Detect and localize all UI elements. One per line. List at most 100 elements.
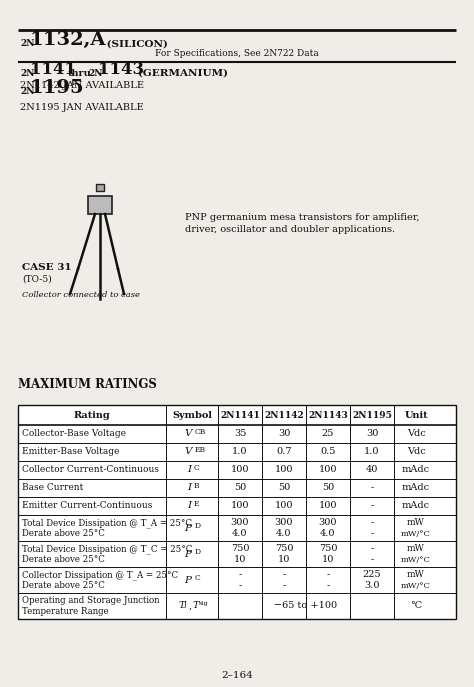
Text: D: D <box>195 548 201 556</box>
Text: 50: 50 <box>234 484 246 493</box>
Text: 300: 300 <box>319 518 337 528</box>
Text: 2N: 2N <box>20 69 35 78</box>
Text: Derate above 25°C: Derate above 25°C <box>22 529 105 538</box>
Text: -: - <box>370 529 374 538</box>
Text: I: I <box>187 466 191 475</box>
Text: P: P <box>184 576 191 585</box>
Text: P: P <box>184 550 191 559</box>
Text: 2N1141: 2N1141 <box>220 411 260 420</box>
Text: thru: thru <box>68 69 92 78</box>
Text: 750: 750 <box>231 544 249 553</box>
Text: 50: 50 <box>278 484 290 493</box>
Text: Collector-Base Voltage: Collector-Base Voltage <box>22 429 126 438</box>
Text: 100: 100 <box>231 466 249 475</box>
Text: 1.0: 1.0 <box>364 447 380 456</box>
Text: C: C <box>195 574 201 582</box>
Text: Total Device Dissipation @ T_C = 25°C: Total Device Dissipation @ T_C = 25°C <box>22 544 192 554</box>
Text: 2N1195 JAN AVAILABLE: 2N1195 JAN AVAILABLE <box>20 104 144 113</box>
Text: 2N: 2N <box>20 39 35 49</box>
Text: Total Device Dissipation @ T_A = 25°C: Total Device Dissipation @ T_A = 25°C <box>22 518 192 528</box>
Text: 2N1195: 2N1195 <box>352 411 392 420</box>
Bar <box>18 405 456 619</box>
Text: 2N: 2N <box>20 87 35 96</box>
Text: ,: , <box>189 602 192 611</box>
Text: 2N: 2N <box>88 69 102 78</box>
Text: 1.0: 1.0 <box>232 447 248 456</box>
Text: Derate above 25°C: Derate above 25°C <box>22 555 105 564</box>
Text: 300: 300 <box>231 518 249 528</box>
Text: 25: 25 <box>322 429 334 438</box>
Text: Emitter-Base Voltage: Emitter-Base Voltage <box>22 447 119 456</box>
Text: -: - <box>327 570 329 579</box>
Text: Derate above 25°C: Derate above 25°C <box>22 581 105 590</box>
Text: °C: °C <box>410 602 422 611</box>
Text: mW: mW <box>407 544 425 553</box>
Text: CB: CB <box>195 427 206 436</box>
Text: 4.0: 4.0 <box>320 529 336 538</box>
Text: V: V <box>184 447 192 456</box>
Text: PNP germanium mesa transistors for amplifier,: PNP germanium mesa transistors for ampli… <box>185 214 419 223</box>
Text: driver, oscillator and doubler applications.: driver, oscillator and doubler applicati… <box>185 225 395 234</box>
Text: T: T <box>179 602 185 611</box>
Text: Vdc: Vdc <box>407 429 425 438</box>
Text: 300: 300 <box>275 518 293 528</box>
Text: I: I <box>187 484 191 493</box>
Text: 100: 100 <box>319 466 337 475</box>
Text: (GERMANIUM): (GERMANIUM) <box>138 69 228 78</box>
Text: 100: 100 <box>319 502 337 510</box>
Text: CASE 31: CASE 31 <box>22 264 72 273</box>
Text: -: - <box>327 581 329 590</box>
Text: mW: mW <box>407 518 425 528</box>
Text: Collector connected to case: Collector connected to case <box>22 291 140 299</box>
Text: 2–164: 2–164 <box>221 671 253 679</box>
Text: V: V <box>184 429 192 438</box>
Text: For Specifications, See 2N722 Data: For Specifications, See 2N722 Data <box>155 49 319 58</box>
Text: Unit: Unit <box>404 411 428 420</box>
Text: Operating and Storage Junction: Operating and Storage Junction <box>22 596 159 605</box>
Text: -: - <box>370 502 374 510</box>
Text: 3.0: 3.0 <box>364 581 380 590</box>
Text: EB: EB <box>195 445 206 453</box>
Text: 2N1142: 2N1142 <box>264 411 304 420</box>
Text: mW/°C: mW/°C <box>401 556 431 564</box>
Text: -: - <box>370 544 374 553</box>
Text: -: - <box>370 555 374 564</box>
Text: 10: 10 <box>322 555 334 564</box>
Text: 2N1142 JAN AVAILABLE: 2N1142 JAN AVAILABLE <box>20 80 144 89</box>
Text: -: - <box>370 484 374 493</box>
Text: I: I <box>187 502 191 510</box>
Text: MAXIMUM RATINGS: MAXIMUM RATINGS <box>18 379 157 392</box>
Text: -: - <box>238 581 242 590</box>
Text: −65 to +100: −65 to +100 <box>274 602 337 611</box>
Text: 10: 10 <box>278 555 290 564</box>
Text: T: T <box>193 602 200 611</box>
Text: mAdc: mAdc <box>402 502 430 510</box>
Text: 40: 40 <box>366 466 378 475</box>
Text: 750: 750 <box>275 544 293 553</box>
Text: mAdc: mAdc <box>402 484 430 493</box>
Text: B: B <box>194 482 200 490</box>
Text: 50: 50 <box>322 484 334 493</box>
Text: mW/°C: mW/°C <box>401 530 431 538</box>
Text: 0.7: 0.7 <box>276 447 292 456</box>
Text: 225: 225 <box>363 570 381 579</box>
Text: mW: mW <box>407 570 425 579</box>
Text: 1195: 1195 <box>30 79 85 97</box>
Text: Collector Dissipation @ T_A = 25°C: Collector Dissipation @ T_A = 25°C <box>22 570 178 580</box>
Text: C: C <box>194 464 200 471</box>
Text: 1141: 1141 <box>30 62 76 78</box>
Text: 2N1143: 2N1143 <box>308 411 348 420</box>
Text: 100: 100 <box>231 502 249 510</box>
Text: 30: 30 <box>278 429 290 438</box>
Text: 100: 100 <box>275 502 293 510</box>
Text: 35: 35 <box>234 429 246 438</box>
Text: Temperature Range: Temperature Range <box>22 607 109 616</box>
Text: -: - <box>370 518 374 528</box>
Text: Collector Current-Continuous: Collector Current-Continuous <box>22 466 159 475</box>
Bar <box>96 184 104 191</box>
Text: E: E <box>194 499 200 508</box>
Text: Vdc: Vdc <box>407 447 425 456</box>
Text: 4.0: 4.0 <box>232 529 248 538</box>
Text: Rating: Rating <box>73 411 110 420</box>
Text: Base Current: Base Current <box>22 484 83 493</box>
